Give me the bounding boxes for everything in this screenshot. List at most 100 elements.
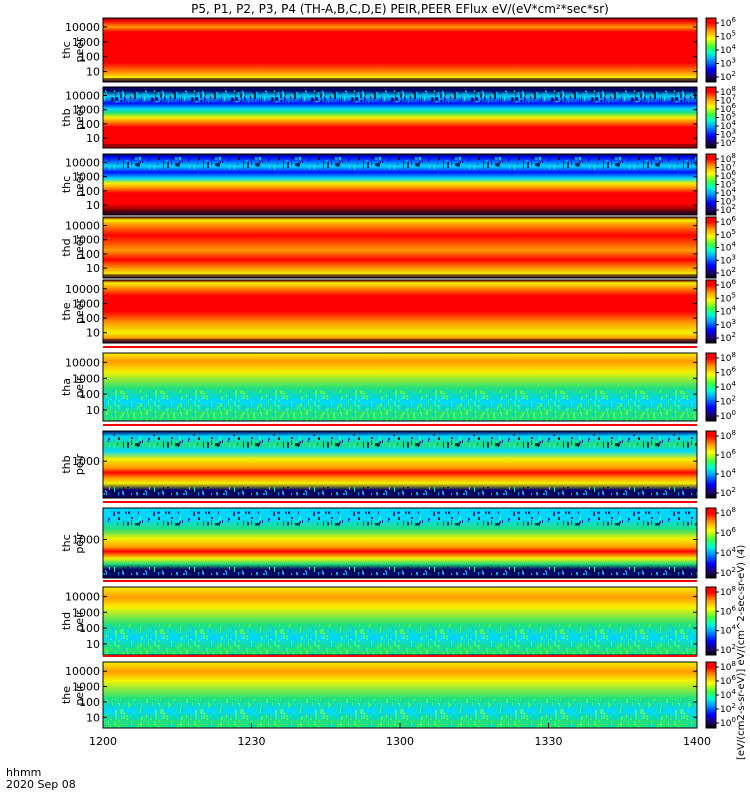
colorbar: [705, 430, 717, 499]
probe-label: thb: [60, 455, 73, 473]
colorbar-tick-label: 106: [720, 16, 736, 29]
colorbar-tick-label: 102: [720, 331, 736, 344]
noise-band: [103, 434, 697, 448]
panel-frame: [102, 352, 698, 422]
y-tick-label: 1000: [72, 297, 100, 310]
colorbar: [705, 586, 717, 656]
colorbar-tick-label: 105: [720, 228, 736, 241]
colorbar-tick-label: 104: [720, 305, 736, 318]
colorbar-tick-label: 106: [720, 215, 736, 228]
probe-label: thd: [60, 612, 73, 630]
y-tick-label: 10000: [65, 283, 100, 296]
colorbar-tick-label: 103: [720, 253, 736, 266]
noise-band: [103, 487, 697, 496]
probe-label: thc: [60, 176, 73, 193]
colorbar-tick-label: 106: [720, 366, 736, 379]
y-tick-label: 100: [79, 51, 100, 64]
species-label: peer: [73, 299, 86, 325]
y-tick-label: 1000: [72, 104, 100, 117]
probe-label: thb: [60, 108, 73, 126]
colorbar-tick-label: 106: [720, 278, 736, 291]
colorbar-tick-label: 100: [720, 409, 736, 422]
colorbar-tick-label: 104: [720, 467, 736, 480]
y-tick-label: 10: [86, 327, 100, 340]
noise-band: [103, 624, 697, 655]
panel-frame: [102, 507, 698, 579]
y-tick-label: 1000: [72, 455, 100, 468]
species-label: peir: [73, 610, 86, 632]
y-tick-label: 10000: [65, 220, 100, 233]
y-tick-label: 100: [79, 248, 100, 261]
spectrogram: [103, 18, 697, 82]
y-tick-label: 1000: [72, 534, 100, 547]
colorbar-tick-label: 104: [720, 43, 736, 56]
noise-band: [103, 566, 697, 576]
panel-frame: [102, 17, 698, 83]
y-tick-label: 10: [86, 262, 100, 275]
species-label: peer: [73, 37, 86, 63]
colorbar-tick-label: 108: [720, 660, 736, 673]
separator-line: [103, 424, 697, 426]
colorbar-tick-label: 103: [720, 318, 736, 331]
species-label: peer: [73, 105, 86, 131]
colorbar-tick-label: 108: [720, 506, 736, 519]
y-tick-label: 10000: [65, 157, 100, 170]
panel-frame: [102, 279, 698, 344]
colorbar-tick-label: 102: [720, 702, 736, 715]
y-tick-label: 10: [86, 66, 100, 79]
low-energy-band: [103, 211, 697, 215]
low-energy-band: [103, 144, 697, 148]
low-energy-band: [103, 78, 697, 82]
separator-line: [103, 580, 697, 582]
y-tick-label: 100: [79, 696, 100, 709]
separator-line: [103, 501, 697, 503]
colorbar-tick-label: 105: [720, 291, 736, 304]
colorbar-tick-label: 102: [720, 70, 736, 83]
colorbar-tick-label: 104: [720, 241, 736, 254]
spectrogram: [103, 280, 697, 343]
low-energy-band: [103, 339, 697, 343]
noise-band: [103, 157, 697, 170]
y-tick-label: 100: [79, 312, 100, 325]
panel-frame: [102, 430, 698, 499]
low-energy-band: [103, 274, 697, 278]
y-tick-label: 10000: [65, 665, 100, 678]
colorbar-tick-label: 106: [720, 674, 736, 687]
colorbar-tick-label: 106: [720, 448, 736, 461]
y-tick-label: 1000: [72, 36, 100, 49]
time-axis: 1200 1230 1300 1330 1400: [89, 723, 711, 748]
y-tick-label: 100: [79, 118, 100, 131]
colorbar: [705, 86, 717, 149]
panel-frame: [102, 86, 698, 149]
colorbar-tick-label: 102: [720, 566, 736, 579]
noise-band: [103, 511, 697, 526]
separator-line: [103, 346, 697, 348]
species-label: peir: [73, 376, 86, 398]
colorbar-tick-label: 100: [720, 716, 736, 729]
y-tick-label: 10: [86, 711, 100, 724]
y-tick-label: 10000: [65, 21, 100, 34]
y-tick-label: 10: [86, 404, 100, 417]
colorbar-tick-label: 104: [720, 624, 736, 637]
y-tick-label: 1000: [72, 606, 100, 619]
colorbar: [705, 153, 717, 216]
colorbar-tick-label: 104: [720, 546, 736, 559]
chart-title: P5, P1, P2, P3, P4 (TH-A,B,C,D,E) PEIR,P…: [191, 2, 609, 16]
colorbar-tick-label: 105: [720, 30, 736, 43]
colorbar-tick-label: 102: [720, 395, 736, 408]
y-tick-label: 1000: [72, 171, 100, 184]
separator-line: [103, 655, 697, 657]
y-tick-label: 100: [79, 388, 100, 401]
y-tick-label: 1000: [72, 372, 100, 385]
probe-label: the: [60, 686, 73, 704]
x-tick-label: 1230: [238, 735, 266, 748]
date-label: 2020 Sep 08: [6, 778, 76, 791]
